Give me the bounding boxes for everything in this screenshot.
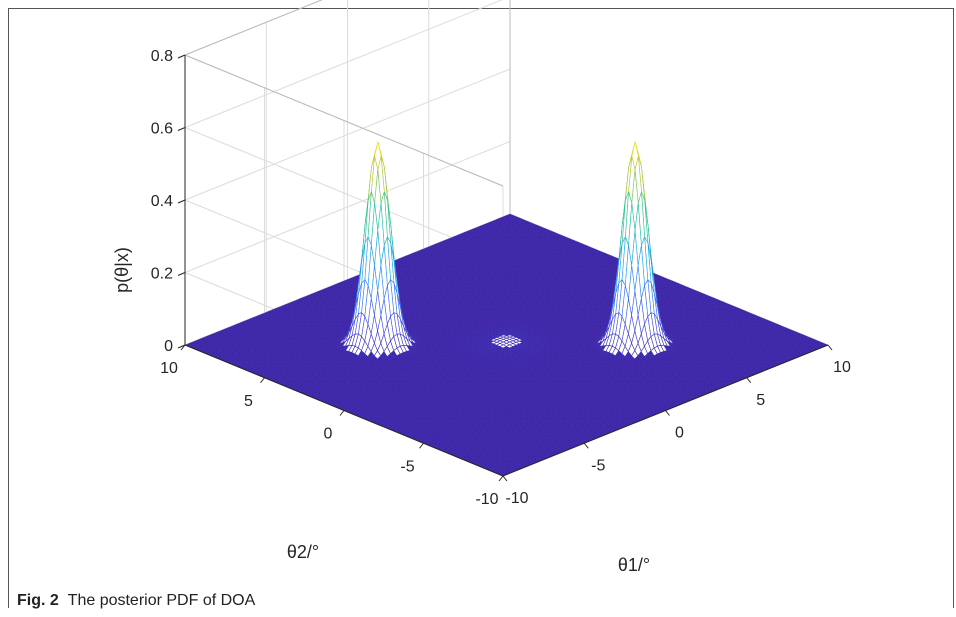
grid-line-wall	[184, 0, 503, 128]
box-edge	[184, 54, 504, 187]
grid-line-wall	[184, 127, 504, 259]
surface-mesh	[184, 140, 829, 477]
grid-line-wall	[184, 68, 511, 201]
box-edge	[184, 0, 323, 56]
grid-line-wall	[184, 141, 511, 273]
